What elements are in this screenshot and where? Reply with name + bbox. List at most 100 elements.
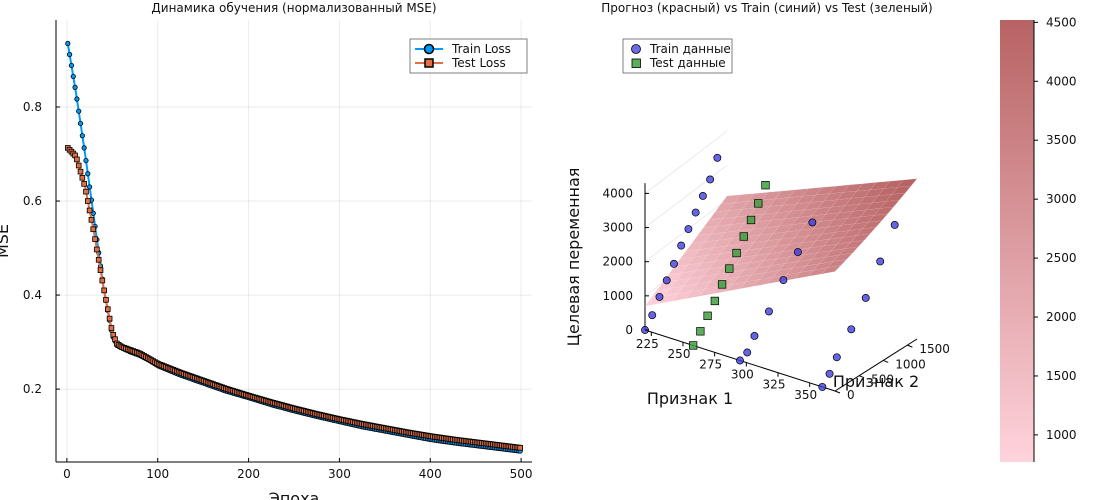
legend-test-data-label: Test данные [649, 56, 726, 70]
colorbar-tick-4: 3000 [1046, 192, 1077, 206]
loss-x-tick-5: 500 [510, 467, 533, 481]
data-point [832, 353, 841, 362]
surface-y-tick-2: 1000 [895, 357, 926, 371]
data-point [743, 348, 752, 357]
data-point [696, 327, 705, 336]
data-point [688, 341, 698, 350]
colorbar-tick-6: 4000 [1046, 74, 1077, 88]
data-point [90, 226, 97, 233]
loss-legend: Train Loss Test Loss [409, 38, 528, 74]
data-point [861, 293, 870, 302]
surface-x-tick-2: 275 [699, 357, 722, 371]
data-point [77, 168, 84, 175]
surface-z-tick-0: 0 [625, 323, 633, 337]
legend-train-label: Train Loss [451, 42, 511, 56]
data-point [669, 259, 678, 268]
data-point [825, 369, 834, 378]
loss-y-tick-2: 0.6 [23, 194, 42, 208]
scatter-points [641, 153, 899, 391]
data-point [779, 276, 788, 284]
data-point [698, 192, 707, 200]
surface-grid-z [644, 130, 728, 194]
data-point [79, 133, 85, 139]
data-point [754, 199, 763, 208]
data-point [74, 96, 80, 102]
loss-y-tick-1: 0.4 [23, 288, 42, 302]
loss-chart: Динамика обучения (нормализованный MSE) … [0, 1, 533, 500]
data-point [710, 296, 719, 306]
data-point [81, 145, 87, 151]
legend-train-data-label: Train данные [649, 42, 731, 56]
data-point [655, 292, 664, 301]
colorbar-tick-0: 1000 [1046, 428, 1077, 442]
surface-y-tick-mark-0 [834, 390, 841, 394]
loss-x-tick-1: 100 [146, 467, 169, 481]
colorbar-tick-2: 2000 [1046, 310, 1077, 324]
data-point [72, 84, 78, 90]
data-point [108, 325, 115, 331]
data-point [81, 181, 87, 187]
data-point [87, 184, 93, 190]
data-point [662, 276, 671, 285]
surface-grid-z [644, 164, 728, 228]
data-point [101, 287, 107, 294]
data-point [890, 221, 899, 229]
legend-train-marker [423, 43, 435, 55]
data-point [706, 175, 715, 184]
legend-test-label: Test Loss [451, 56, 506, 70]
data-point [703, 311, 712, 320]
data-point [736, 356, 744, 365]
data-point [517, 444, 523, 451]
loss-x-axis-label: Эпоха [269, 489, 320, 500]
loss-y-axis-label: MSE [0, 224, 12, 258]
data-point [739, 232, 748, 241]
data-point [77, 120, 84, 127]
train-data-points [641, 153, 899, 391]
data-point [808, 218, 817, 227]
data-point [761, 181, 770, 190]
surface-z-tick-3: 3000 [602, 221, 633, 235]
legend-train-data-marker [631, 44, 641, 54]
data-point [65, 40, 71, 47]
colorbar-tick-1: 1500 [1046, 369, 1077, 383]
loss-chart-series [65, 40, 523, 454]
surface-y-tick-mark-3 [907, 344, 913, 348]
surface-cell [829, 184, 850, 194]
surface-cell [720, 194, 742, 205]
surface-x-tick-1: 250 [668, 347, 691, 361]
data-point [750, 332, 759, 340]
loss-y-tick-3: 0.8 [23, 100, 42, 114]
surface-x-tick-3: 300 [731, 368, 754, 382]
data-point [75, 162, 82, 169]
surface-x-tick-0: 225 [636, 337, 659, 351]
data-point [648, 311, 657, 320]
surface-y-tick-1: 500 [871, 373, 894, 387]
loss-y-tick-0: 0.2 [23, 382, 42, 396]
loss-x-tick-0: 0 [63, 467, 71, 481]
surface-x-tick-5: 350 [794, 388, 817, 402]
surface-y-tick-3: 1500 [919, 342, 950, 356]
surface-cell [788, 188, 809, 198]
colorbar-tick-5: 3500 [1046, 133, 1077, 147]
surface-x-axis-label: Признак 1 [647, 389, 733, 408]
data-point [732, 248, 741, 258]
surface-legend: Train данные Test данные [622, 38, 733, 74]
loss-x-tick-2: 200 [237, 467, 260, 481]
data-point [713, 153, 722, 162]
data-point [84, 198, 91, 204]
data-point [94, 246, 100, 253]
data-point [106, 315, 113, 322]
data-point [847, 325, 856, 334]
surface-x-tick-4: 325 [763, 378, 786, 392]
colorbar-tick-3: 2500 [1046, 251, 1077, 265]
surface-y-axis [834, 338, 918, 392]
data-point [76, 108, 82, 114]
data-point [83, 188, 89, 195]
data-point [70, 73, 76, 80]
colorbar-tick-7: 4500 [1046, 15, 1077, 29]
surface-y-tick-mark-1 [858, 375, 865, 379]
data-point [684, 225, 693, 234]
data-point [83, 157, 89, 164]
